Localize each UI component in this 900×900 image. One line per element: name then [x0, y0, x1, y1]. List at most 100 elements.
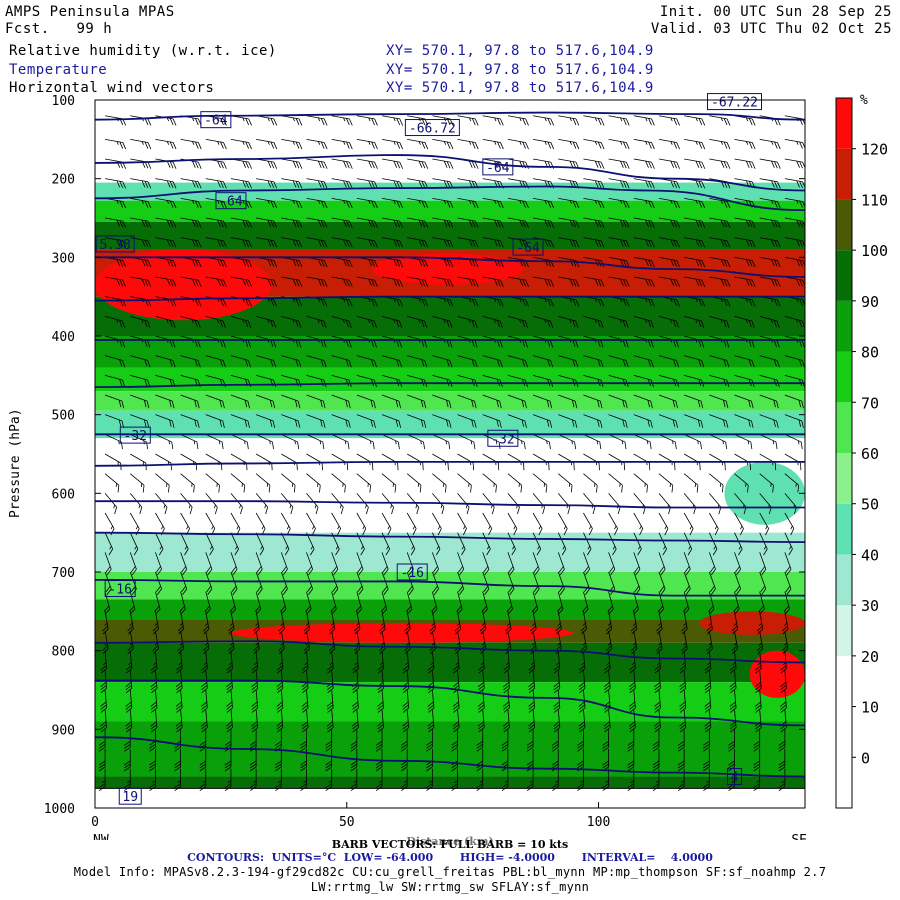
rh-band — [95, 200, 805, 222]
wind-barb — [150, 689, 158, 713]
wind-barb — [780, 650, 787, 674]
wind-barb — [331, 276, 353, 287]
wind-barb — [174, 768, 182, 791]
colorbar-swatch — [836, 503, 852, 555]
wind-barb — [300, 729, 307, 752]
wind-barb — [608, 115, 630, 126]
wind-barb — [476, 768, 484, 791]
wind-barb — [753, 768, 761, 791]
wind-barb — [532, 512, 543, 536]
wind-barb — [630, 611, 638, 635]
wind-barb — [381, 158, 404, 169]
wind-barb — [608, 473, 623, 493]
wind-barb — [155, 552, 162, 576]
wind-barb — [249, 749, 257, 772]
wind-barb — [205, 552, 213, 576]
wind-barb — [784, 315, 805, 328]
wind-barb — [251, 709, 259, 733]
wind-barb — [356, 473, 372, 493]
model-info-2: LW:rrtmg_lw SW:rrtmg_sw SFLAY:sf_mynn — [310, 880, 590, 894]
wind-barb — [303, 611, 311, 635]
wind-barb — [558, 414, 578, 428]
wind-barb — [130, 237, 152, 248]
wind-barb — [583, 414, 603, 428]
wind-barb — [503, 689, 510, 713]
wind-barb — [175, 709, 183, 733]
wind-barb — [734, 158, 756, 169]
wind-barb — [281, 473, 296, 493]
colorbar-tick-label: 110 — [861, 191, 888, 209]
wind-barb — [583, 532, 592, 556]
wind-barb — [656, 630, 663, 654]
wind-barbs — [98, 115, 805, 791]
wind-barb — [507, 433, 526, 450]
wind-barb — [301, 689, 309, 713]
wind-barb — [558, 355, 579, 368]
wind-barb — [407, 237, 429, 248]
x-tick-label: 100 — [587, 815, 610, 830]
wind-barb — [603, 670, 611, 694]
wind-barb — [628, 709, 636, 733]
wind-barb — [457, 552, 465, 576]
wind-barb — [628, 689, 636, 713]
wind-barb — [281, 276, 303, 287]
wind-barb — [125, 689, 133, 713]
wind-barb — [255, 571, 263, 595]
wind-barb — [226, 670, 233, 694]
wind-barb — [407, 276, 429, 287]
wind-barb — [205, 532, 214, 556]
wind-barb — [552, 729, 559, 752]
wind-barb — [175, 689, 183, 713]
wind-barb — [356, 355, 377, 368]
wind-barb — [533, 115, 555, 126]
wind-barb — [583, 197, 605, 209]
colorbar-tick-label: 20 — [861, 648, 879, 666]
wind-barb — [381, 138, 404, 150]
wind-barb — [684, 237, 706, 248]
wind-barb — [734, 138, 756, 150]
contour-label: -64 — [486, 161, 510, 176]
wind-barb — [331, 138, 353, 150]
wind-barb — [608, 414, 628, 428]
wind-barb — [331, 315, 352, 328]
wind-barb — [457, 532, 466, 556]
wind-barb — [505, 611, 512, 635]
wind-barb — [432, 217, 454, 228]
wind-barb — [226, 709, 233, 733]
wind-barb — [150, 670, 158, 694]
wind-barb — [703, 768, 710, 791]
wind-barb — [477, 709, 485, 733]
wind-barb — [379, 611, 386, 635]
wind-barb — [100, 650, 108, 674]
contour-label-box — [396, 563, 428, 581]
wind-barb — [130, 394, 150, 409]
wind-barb — [578, 670, 586, 694]
wind-barb — [532, 414, 553, 428]
wind-barb — [129, 532, 139, 556]
wind-barb — [501, 768, 509, 791]
wind-barb — [507, 276, 529, 287]
wind-barb — [482, 276, 504, 287]
wind-barb — [281, 315, 302, 328]
wind-barb — [306, 473, 321, 493]
wind-barb — [104, 315, 126, 328]
rh-patch — [371, 253, 524, 285]
wind-barb — [583, 355, 604, 368]
wind-barb — [205, 276, 227, 287]
field-rh-label: Relative humidity (w.r.t. ice) — [9, 43, 277, 59]
model-title: AMPS Peninsula MPAS — [5, 4, 175, 20]
wind-barb — [356, 433, 375, 450]
wind-barb — [709, 473, 724, 493]
wind-barb — [356, 276, 378, 287]
wind-barb — [558, 394, 578, 409]
wind-barb — [306, 394, 326, 409]
wind-barb — [230, 433, 249, 450]
wind-barb — [129, 552, 137, 576]
wind-barb — [306, 552, 314, 576]
contour-label: 4 — [731, 771, 739, 786]
wind-barb — [253, 630, 260, 654]
wind-barb — [780, 670, 787, 694]
wind-barb — [608, 552, 616, 576]
wind-barb — [704, 689, 712, 713]
wind-barb — [658, 571, 666, 595]
